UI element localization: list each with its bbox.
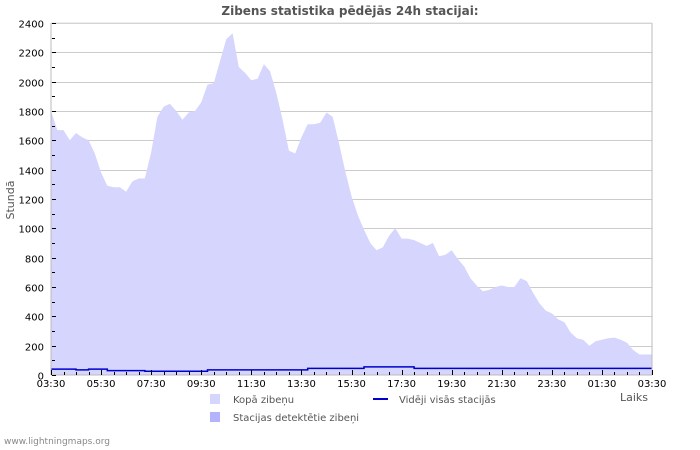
y-tick-label: 1400 xyxy=(19,167,44,178)
x-tick-label: 05:30 xyxy=(87,379,116,390)
y-tick-label: 1200 xyxy=(19,196,44,207)
x-axis-ticks: 03:30 05:30 07:30 09:30 11:30 13:30 15:30 17:30… xyxy=(37,370,667,390)
y-tick-label: 600 xyxy=(25,284,44,295)
legend-swatch-total xyxy=(210,394,220,404)
source-credit: www.lightningmaps.org xyxy=(4,437,110,447)
x-tick-label: 15:30 xyxy=(337,379,366,390)
y-tick-label: 1800 xyxy=(19,108,44,119)
y-tick-label: 1000 xyxy=(19,225,44,236)
x-tick-label: 09:30 xyxy=(187,379,216,390)
legend-label-average: Vidēji visās stacijās xyxy=(399,395,496,406)
legend-label-total: Kopā zibeņu xyxy=(233,395,294,406)
x-tick-label: 21:30 xyxy=(487,379,516,390)
y-tick-label: 2200 xyxy=(19,49,44,60)
x-axis-title: Laiks xyxy=(620,391,648,404)
y-tick-label: 2000 xyxy=(19,79,44,90)
y-axis-ticks: 0 200 400 600 800 1000 1200 1400 1600 1800 2000 220… xyxy=(19,20,56,383)
y-tick-label: 800 xyxy=(25,255,44,266)
y-axis-title: Stundā xyxy=(4,181,17,220)
y-tick-label: 1600 xyxy=(19,137,44,148)
x-tick-label: 13:30 xyxy=(287,379,316,390)
legend-swatch-station xyxy=(210,412,220,422)
total-lightning-area xyxy=(51,33,652,376)
x-tick-label: 23:30 xyxy=(537,379,566,390)
x-tick-label: 11:30 xyxy=(237,379,266,390)
legend-label-station: Stacijas detektētie zibeņi xyxy=(233,413,359,424)
x-tick-label: 03:30 xyxy=(638,379,667,390)
y-tick-label: 2400 xyxy=(19,20,44,31)
y-tick-label: 0 xyxy=(38,372,44,383)
legend: Kopā zibeņu Stacijas detektētie zibeņi V… xyxy=(210,394,496,424)
x-tick-label: 07:30 xyxy=(137,379,166,390)
x-tick-label: 19:30 xyxy=(437,379,466,390)
x-tick-label: 03:30 xyxy=(37,379,66,390)
x-tick-label: 01:30 xyxy=(588,379,617,390)
chart-title: Zibens statistika pēdējās 24h stacijai: xyxy=(221,4,479,18)
y-tick-label: 400 xyxy=(25,313,44,324)
y-tick-label: 200 xyxy=(25,343,44,354)
x-tick-label: 17:30 xyxy=(387,379,416,390)
average-stations-line xyxy=(51,366,652,373)
